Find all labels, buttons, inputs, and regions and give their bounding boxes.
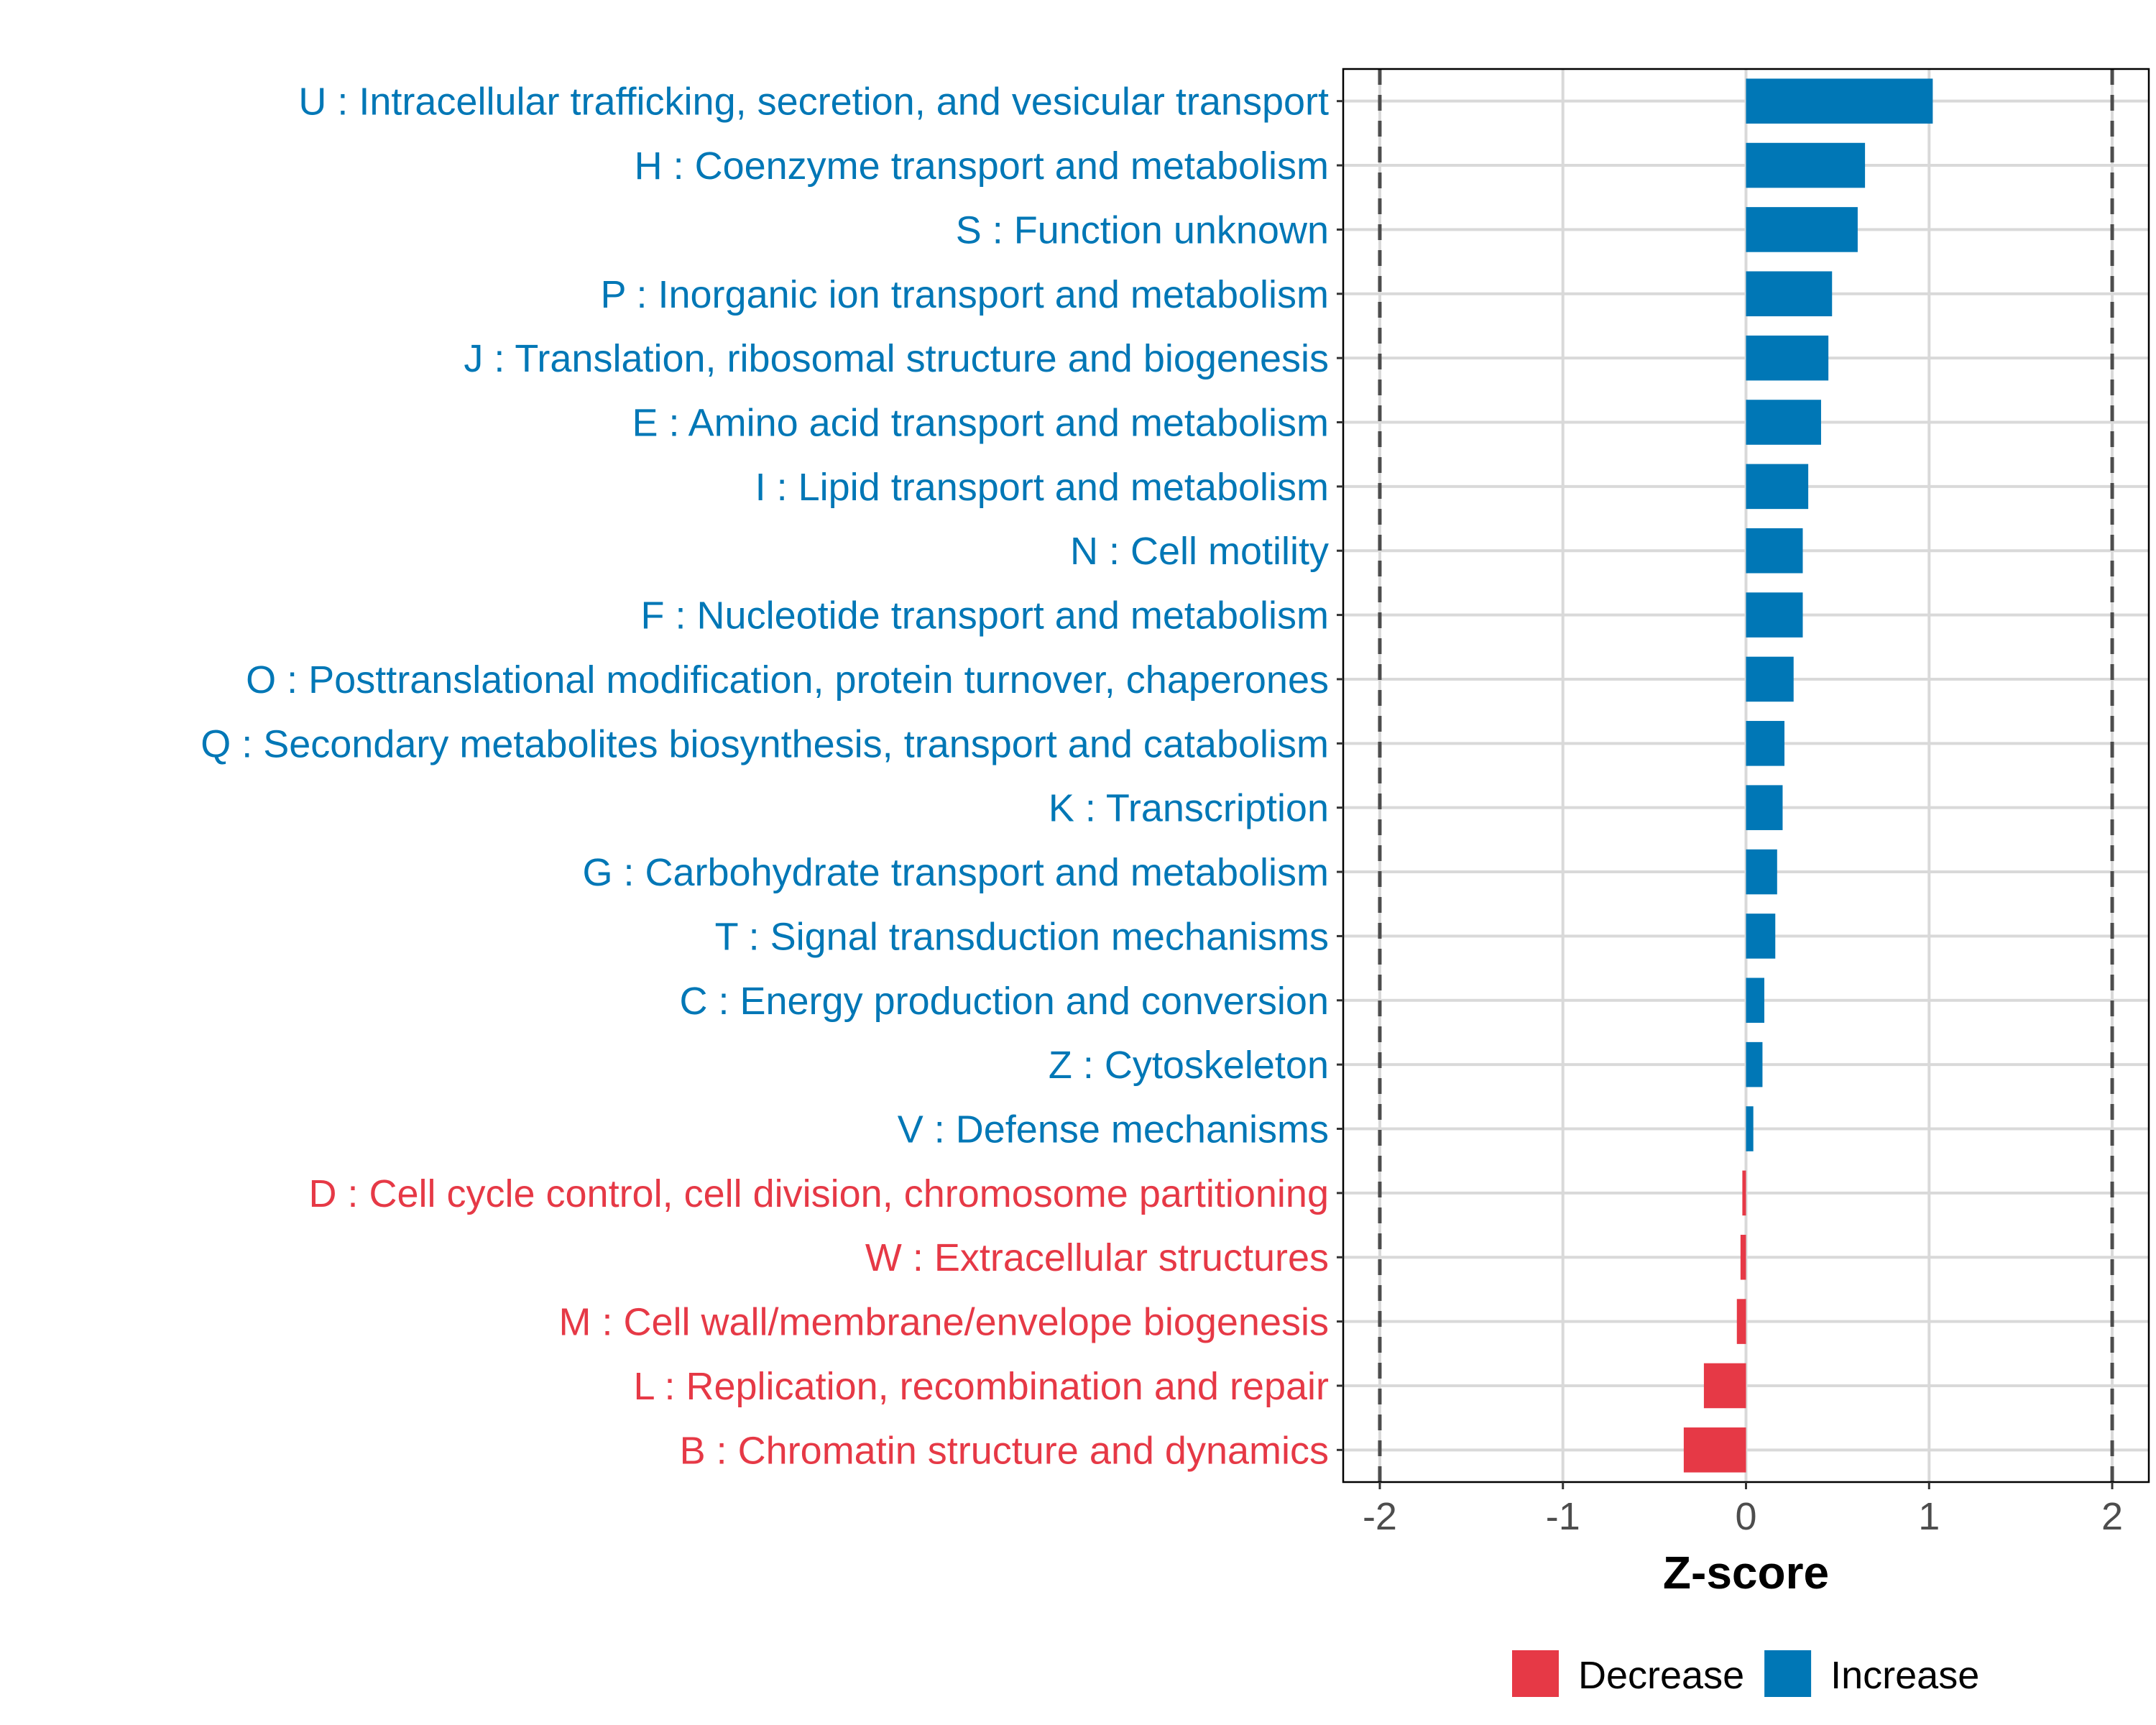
x-axis-title: Z-score: [1663, 1547, 1829, 1598]
category-label: T : Signal transduction mechanisms: [715, 915, 1329, 958]
reference-lines: [1378, 69, 2114, 1482]
x-tick-label: 2: [2101, 1495, 2123, 1538]
category-label: L : Replication, recombination and repai…: [633, 1365, 1329, 1408]
category-label: V : Defense mechanisms: [898, 1108, 1329, 1151]
category-label: M : Cell wall/membrane/envelope biogenes…: [558, 1301, 1329, 1344]
category-label: Z : Cytoskeleton: [1049, 1044, 1329, 1087]
legend-swatch: [1764, 1650, 1812, 1697]
category-label: C : Energy production and conversion: [679, 980, 1329, 1023]
bar: [1746, 592, 1803, 638]
bar: [1746, 335, 1829, 381]
category-label: I : Lipid transport and metabolism: [755, 466, 1329, 509]
bar: [1746, 849, 1777, 895]
category-label: F : Nucleotide transport and metabolism: [641, 594, 1329, 638]
category-label: U : Intracellular trafficking, secretion…: [298, 80, 1329, 124]
bar: [1746, 464, 1809, 510]
legend-label: Decrease: [1578, 1654, 1744, 1697]
bar: [1746, 78, 1933, 124]
bar: [1703, 1363, 1746, 1409]
category-labels: U : Intracellular trafficking, secretion…: [201, 80, 1343, 1472]
bar: [1746, 142, 1866, 188]
legend: Decrease Increase: [1512, 1650, 1979, 1697]
category-label: Q : Secondary metabolites biosynthesis, …: [201, 722, 1329, 765]
bar: [1683, 1427, 1746, 1473]
x-tick-label: 1: [1918, 1495, 1940, 1538]
category-label: P : Inorganic ion transport and metaboli…: [600, 273, 1329, 316]
category-label: W : Extracellular structures: [865, 1236, 1329, 1279]
bars-layer: [1683, 78, 1933, 1473]
bar: [1746, 400, 1821, 445]
x-tick-label: -2: [1363, 1495, 1397, 1538]
x-axis-ticks: -2 -1 0 1 2: [1363, 1482, 2123, 1538]
legend-label: Increase: [1830, 1654, 1979, 1697]
x-tick-label: -1: [1546, 1495, 1580, 1538]
bar: [1746, 721, 1785, 766]
bar: [1746, 785, 1783, 830]
category-label: G : Carbohydrate transport and metabolis…: [583, 851, 1330, 894]
category-label: J : Translation, ribosomal structure and…: [464, 337, 1329, 380]
x-tick-label: 0: [1735, 1495, 1756, 1538]
bar: [1746, 528, 1803, 574]
bar: [1746, 914, 1776, 959]
category-label: O : Posttranslational modification, prot…: [246, 658, 1329, 702]
bar: [1746, 656, 1794, 702]
category-label: H : Coenzyme transport and metabolism: [635, 144, 1329, 188]
category-label: D : Cell cycle control, cell division, c…: [308, 1172, 1329, 1215]
bar: [1746, 978, 1764, 1024]
category-label: K : Transcription: [1049, 787, 1329, 830]
bar: [1742, 1170, 1746, 1216]
legend-swatch: [1512, 1650, 1559, 1697]
bar: [1746, 1106, 1754, 1151]
category-label: S : Function unknown: [956, 208, 1329, 252]
bar: [1740, 1234, 1746, 1280]
bar: [1746, 207, 1858, 252]
bar: [1736, 1299, 1746, 1344]
category-label: N : Cell motility: [1070, 530, 1329, 573]
category-label: E : Amino acid transport and metabolism: [632, 402, 1329, 445]
bar: [1746, 271, 1833, 317]
category-label: B : Chromatin structure and dynamics: [680, 1429, 1329, 1472]
bar: [1746, 1041, 1763, 1087]
